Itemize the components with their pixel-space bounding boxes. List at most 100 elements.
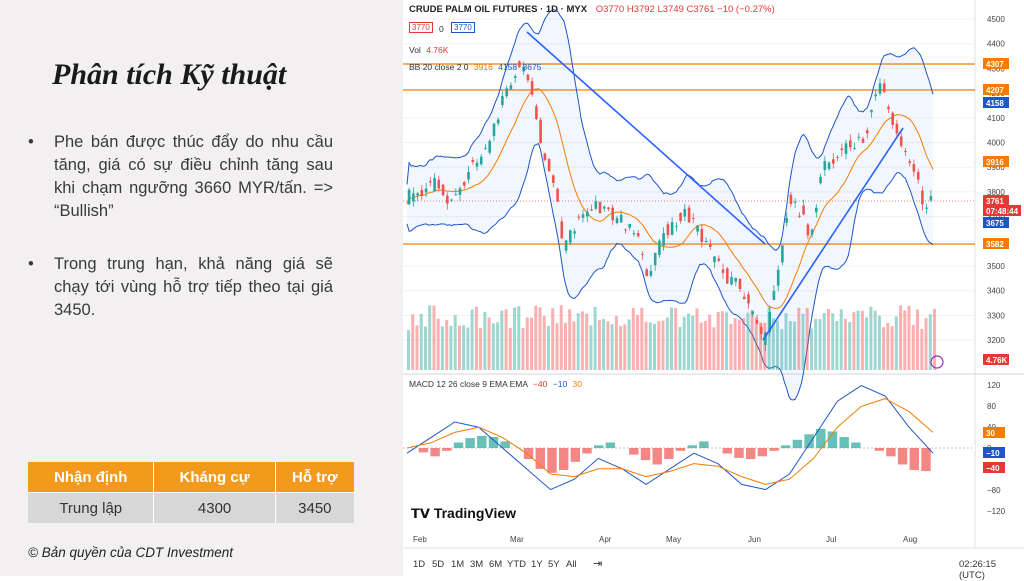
macd-hist-bar [816, 428, 826, 449]
candle-body [912, 164, 916, 172]
price-tick-label: 3500 [987, 262, 1005, 271]
volume-bar [916, 309, 919, 370]
volume-bar [436, 318, 440, 370]
volume-bar [695, 308, 699, 370]
candle-body [649, 270, 653, 276]
macd-hist-bar [664, 448, 674, 459]
candle-body [467, 172, 470, 180]
volume-bar [542, 315, 546, 370]
macd-hist-bar [722, 448, 732, 454]
candle-body [484, 147, 487, 149]
utc-clock[interactable]: 02:26:15 (UTC) [959, 559, 996, 581]
candle-body [628, 224, 631, 228]
candle-body [827, 162, 831, 169]
candle-body [547, 159, 551, 171]
tf-1y[interactable]: 1Y [531, 559, 543, 570]
bid-badge[interactable]: 3770 [409, 22, 433, 33]
candle-body [505, 88, 508, 97]
tf-3m[interactable]: 3M [470, 559, 484, 570]
volume-bar [920, 329, 924, 370]
volume-bar [877, 315, 881, 370]
volume-bar [793, 321, 796, 370]
tv-logo-icon: 𝗧𝗩 [411, 506, 430, 521]
volume-bar [763, 322, 767, 370]
price-tag-bg [983, 238, 1009, 249]
candle-body [874, 94, 877, 97]
price-tick-label: 3300 [987, 311, 1005, 320]
tf-5d[interactable]: 5D [432, 559, 445, 570]
volume-bar [551, 308, 555, 370]
date-range-icon[interactable]: ⇥ [593, 558, 603, 570]
volume-bar [606, 321, 610, 370]
macd-hist-bar [418, 448, 429, 453]
chart-canvas[interactable]: 4500440043004200410040003900380037003600… [403, 0, 1024, 552]
candle-body [522, 66, 525, 72]
tf-1d[interactable]: 1D [413, 559, 426, 570]
macd-hist-bar [804, 434, 814, 449]
volume-bar [534, 305, 538, 370]
volume-bar [873, 310, 877, 370]
header-outlook: Nhận định [28, 462, 155, 493]
candle-body [433, 178, 436, 191]
tf-5y[interactable]: 5Y [548, 559, 560, 570]
volume-bar [453, 315, 457, 370]
ask-badge[interactable]: 3770 [451, 22, 475, 33]
volume-bar [496, 322, 500, 370]
volume-bar [750, 310, 754, 370]
candle-body [844, 143, 848, 155]
tf-6m[interactable]: 6M [489, 559, 503, 570]
outlook-table: Nhận định Kháng cự Hỗ trợ Trung lập 4300… [28, 462, 354, 523]
copyright-text: © Bản quyền của CDT Investment [28, 545, 234, 560]
candle-body [602, 206, 606, 209]
volume-bar [597, 320, 601, 370]
candle-body [624, 229, 627, 231]
price-tag-label: 3675 [986, 219, 1004, 228]
volume-bar [665, 317, 669, 370]
candle-body [832, 159, 835, 164]
volume-bar [903, 310, 907, 370]
volume-bar [729, 323, 733, 370]
volume-bar [517, 306, 521, 370]
volume-bar [462, 325, 466, 370]
candle-body [696, 225, 699, 232]
price-tick-label: 3900 [987, 163, 1005, 172]
candle-body [535, 106, 538, 119]
price-tag-bg [983, 97, 1009, 108]
volume-bar [733, 318, 737, 370]
volume-bar [839, 309, 843, 370]
candle-body [857, 136, 861, 138]
candle-body [560, 221, 564, 239]
candle-body [798, 215, 801, 217]
bb-fill [407, 9, 933, 400]
candle-body [891, 112, 894, 125]
cell-resistance: 4300 [153, 492, 276, 523]
candle-body [611, 207, 614, 221]
volume-bar [457, 325, 461, 370]
candle-body [713, 256, 716, 263]
slide-panel: Phân tích Kỹ thuật • Phe bán được thúc đ… [0, 0, 403, 576]
volume-bar [407, 330, 410, 370]
tf-ytd[interactable]: YTD [507, 559, 526, 570]
candle-body [861, 138, 865, 143]
tf-all[interactable]: All [566, 559, 577, 570]
candle-body [424, 188, 428, 193]
candle-body [479, 156, 483, 165]
candle-body [692, 218, 695, 219]
candle-body [916, 172, 920, 180]
candle-body [734, 278, 737, 282]
month-label: Apr [599, 535, 612, 544]
volume-bar [746, 312, 750, 370]
volume-bar [822, 313, 826, 370]
volume-bar [784, 313, 788, 370]
candle-body [509, 85, 513, 90]
volume-bar [699, 322, 703, 370]
price-tag-bg [983, 217, 1009, 228]
candle-body [929, 196, 933, 201]
candle-body [539, 119, 542, 143]
volume-bar [445, 319, 449, 370]
tv-logo-text: TradingView [433, 505, 517, 521]
volume-bar [712, 327, 716, 370]
tradingview-chart[interactable]: 4500440043004200410040003900380037003600… [403, 0, 1024, 581]
tf-1m[interactable]: 1M [451, 559, 465, 570]
macd-line [406, 385, 934, 491]
